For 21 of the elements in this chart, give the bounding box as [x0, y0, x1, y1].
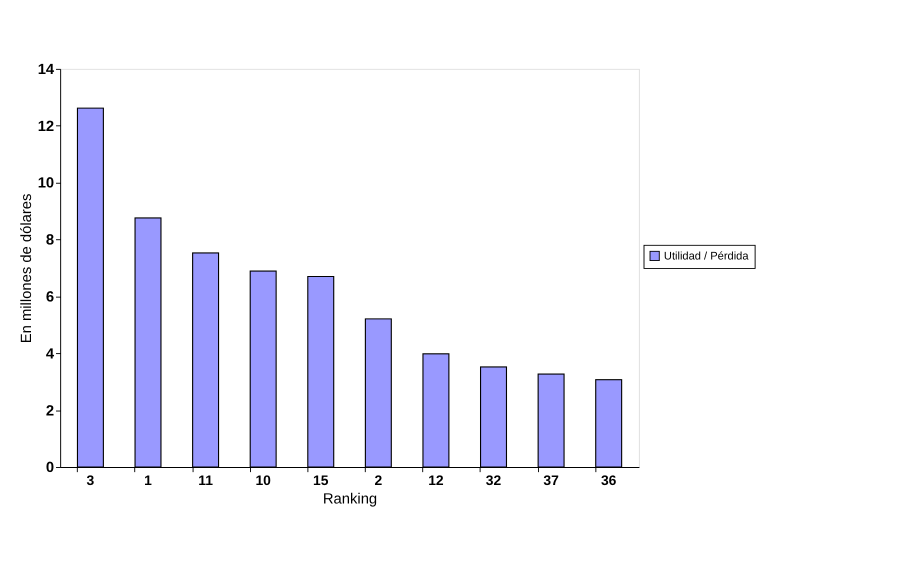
- legend-label: Utilidad / Pérdida: [664, 250, 750, 263]
- y-axis-title: En millones de dólares: [19, 194, 36, 344]
- x-tick-label: 1: [144, 472, 152, 488]
- x-tick-label: 3: [86, 472, 95, 488]
- y-tick-label: 2: [46, 403, 54, 420]
- y-tick-label: 10: [38, 176, 54, 192]
- x-tick-label: 32: [486, 472, 502, 488]
- x-tick-label: 11: [198, 472, 214, 488]
- x-axis-title: Ranking: [322, 492, 378, 508]
- x-tick-label: 12: [428, 472, 444, 488]
- x-tick-label: 37: [543, 472, 560, 488]
- x-tick-label: 36: [600, 472, 617, 488]
- y-tick-label: 12: [38, 118, 54, 135]
- y-tick-label: 8: [46, 232, 54, 249]
- y-tick-label: 14: [38, 62, 55, 78]
- y-tick-label: 4: [46, 346, 55, 362]
- y-tick-label: 6: [46, 289, 54, 306]
- x-tick-label: 2: [374, 472, 382, 488]
- x-tick-label: 15: [313, 472, 329, 488]
- x-tick-label: 10: [255, 472, 272, 488]
- y-tick-label: 0: [46, 460, 54, 476]
